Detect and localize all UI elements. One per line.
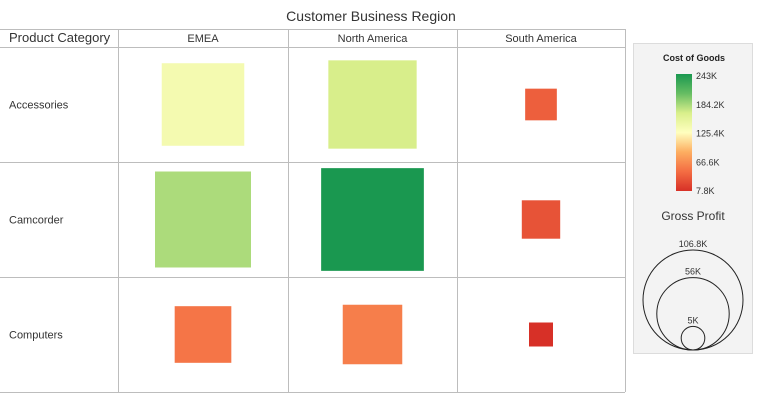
column-headers: EMEA North America South America: [187, 33, 577, 45]
cell-square-computers-south-america[interactable]: [529, 322, 553, 347]
size-legend-label: 106.8K: [679, 239, 708, 249]
cell-square-camcorder-north-america[interactable]: [321, 168, 424, 271]
color-legend-ticks: 243K 184.2K 125.4K 66.6K 7.8K: [696, 71, 725, 196]
size-legend-circles: 106.8K 56K 5K: [642, 239, 744, 351]
color-ramp: [676, 74, 692, 191]
color-legend-tick-label: 243K: [696, 71, 717, 81]
size-legend-circle: [680, 325, 706, 351]
cell-square-computers-emea[interactable]: [174, 306, 232, 363]
row-headers: Accessories Camcorder Computers: [9, 100, 69, 342]
size-legend-circle: [642, 249, 744, 351]
color-legend-tick-label: 184.2K: [696, 100, 725, 110]
color-legend-tick-label: 125.4K: [696, 129, 725, 139]
cells: [155, 60, 561, 365]
cell-square-accessories-north-america[interactable]: [328, 60, 417, 149]
column-header-south-america: South America: [505, 33, 577, 45]
size-legend-circle: [656, 277, 730, 351]
column-header-emea: EMEA: [187, 33, 219, 45]
legend: Cost of Goods 243K184.2K125.4K66.6K7.8K …: [642, 53, 744, 351]
color-legend-tick-label: 66.6K: [696, 157, 720, 167]
cell-square-camcorder-emea[interactable]: [155, 171, 251, 268]
row-header-accessories: Accessories: [9, 100, 69, 112]
size-legend-label: 5K: [687, 315, 698, 325]
color-legend-title: Cost of Goods: [663, 53, 725, 63]
cell-square-computers-north-america[interactable]: [342, 304, 403, 365]
row-dimension-label: Product Category: [9, 30, 111, 45]
cell-square-camcorder-south-america[interactable]: [521, 200, 561, 239]
cell-square-accessories-emea[interactable]: [161, 63, 245, 146]
size-legend-label: 56K: [685, 267, 701, 277]
color-legend-tick-label: 7.8K: [696, 186, 715, 196]
legend-panel: Cost of Goods 243K 184.2K 125.4K 66.6K 7.8K …: [633, 43, 753, 354]
cell-square-accessories-south-america[interactable]: [525, 88, 557, 121]
chart-title: Customer Business Region: [286, 8, 456, 24]
size-legend-title: Gross Profit: [661, 209, 725, 223]
column-header-north-america: North America: [338, 33, 409, 45]
row-header-camcorder: Camcorder: [9, 215, 64, 227]
grid-lines: [0, 29, 626, 393]
row-header-computers: Computers: [9, 330, 63, 342]
